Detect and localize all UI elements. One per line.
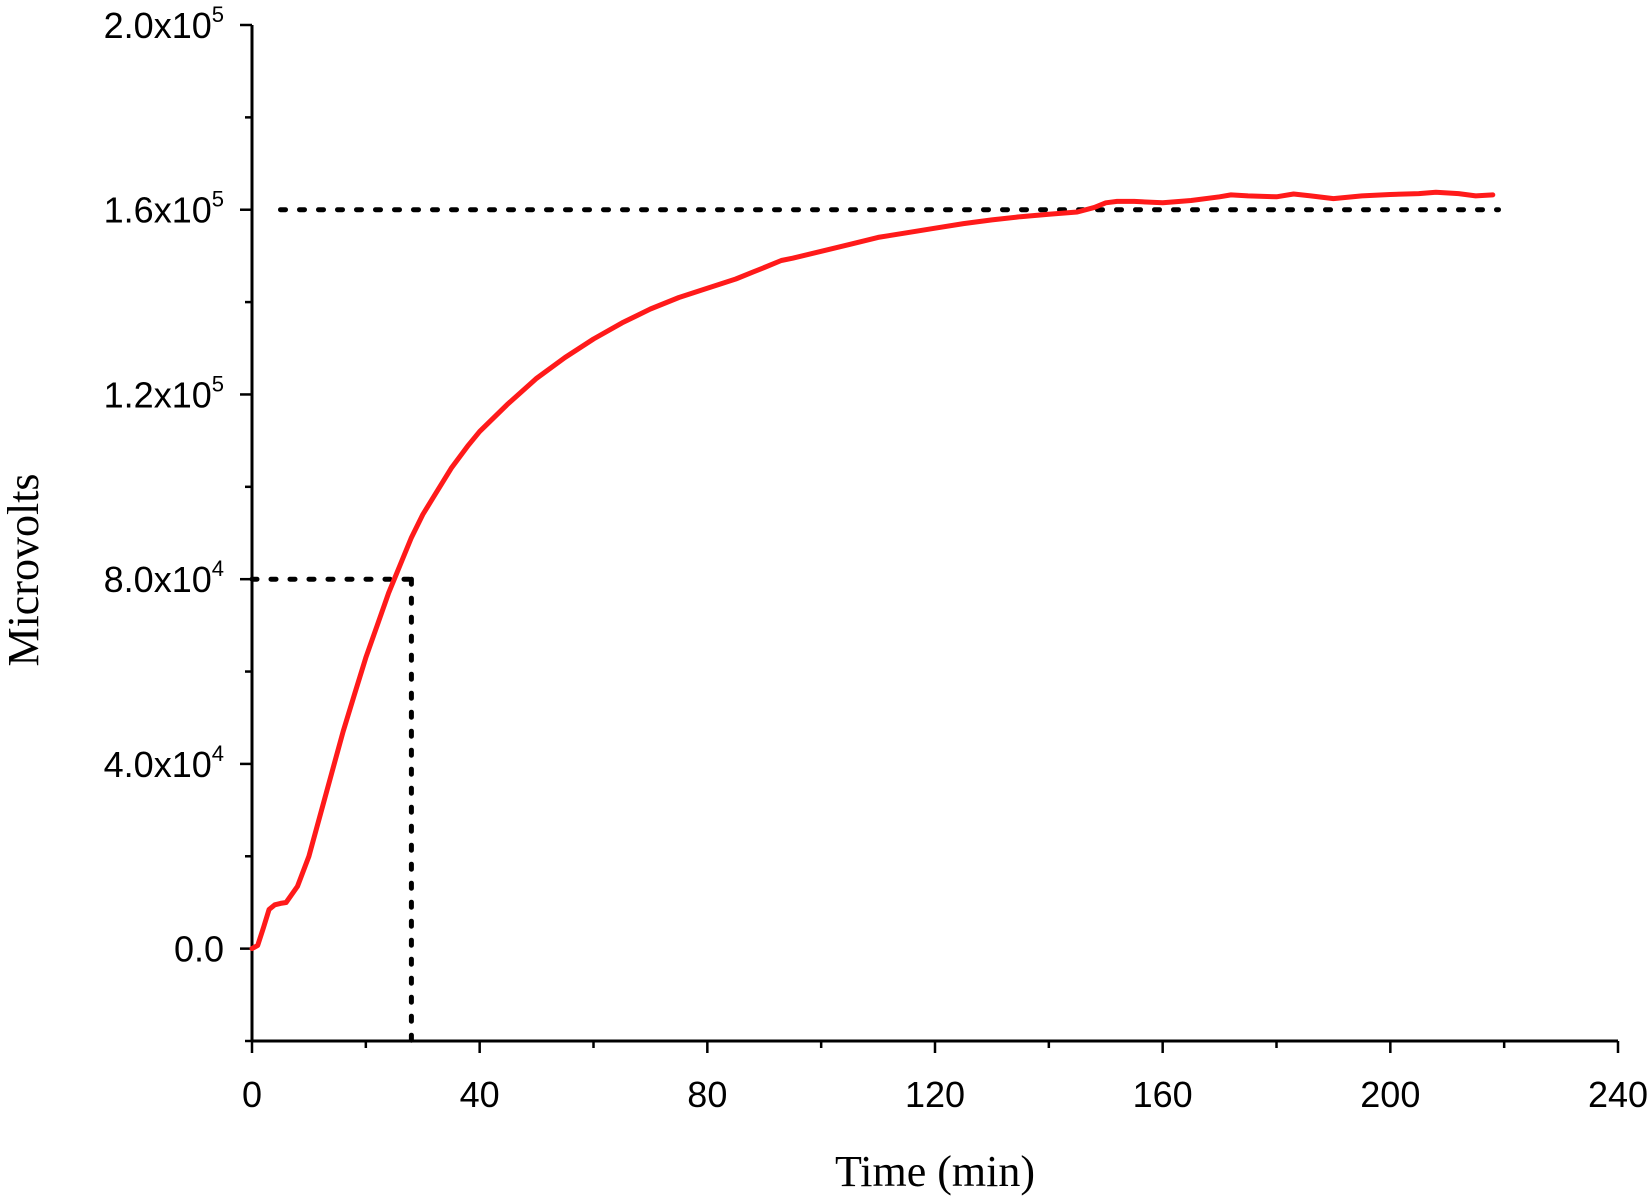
y-tick-label: 1.2x105 — [104, 371, 224, 415]
x-tick-label: 200 — [1360, 1074, 1420, 1115]
y-tick-label: 4.0x104 — [104, 741, 224, 785]
x-axis-title: Time (min) — [835, 1147, 1035, 1196]
y-axis-title: Microvolts — [0, 473, 48, 666]
y-tick-exponent: 4 — [212, 556, 224, 581]
x-tick-label: 40 — [460, 1074, 500, 1115]
x-tick-label: 80 — [687, 1074, 727, 1115]
reference-lines — [249, 207, 1501, 1044]
y-tick-exponent: 5 — [212, 371, 224, 396]
y-tick-label: 8.0x104 — [104, 556, 224, 600]
y-tick-exponent: 5 — [212, 187, 224, 212]
x-ticks: 0 40 80 120 160 200 240 — [242, 1041, 1648, 1115]
y-ticks: 0.0 4.0x104 8.0x104 1.2x105 1.6x105 2.0x105 — [104, 2, 252, 1043]
y-tick-exponent: 4 — [212, 741, 224, 766]
x-tick-label: 0 — [242, 1074, 262, 1115]
axes — [250, 25, 1618, 1043]
y-tick-exponent: 5 — [212, 2, 224, 27]
series-line-signal — [249, 189, 1496, 952]
y-tick-label: 2.0x105 — [104, 2, 224, 46]
x-tick-label: 160 — [1133, 1074, 1193, 1115]
series-group — [249, 189, 1496, 952]
y-tick-label: 1.6x105 — [104, 187, 224, 231]
x-tick-label: 120 — [905, 1074, 965, 1115]
x-tick-label: 240 — [1588, 1074, 1648, 1115]
y-tick-label: 0.0 — [174, 929, 224, 970]
